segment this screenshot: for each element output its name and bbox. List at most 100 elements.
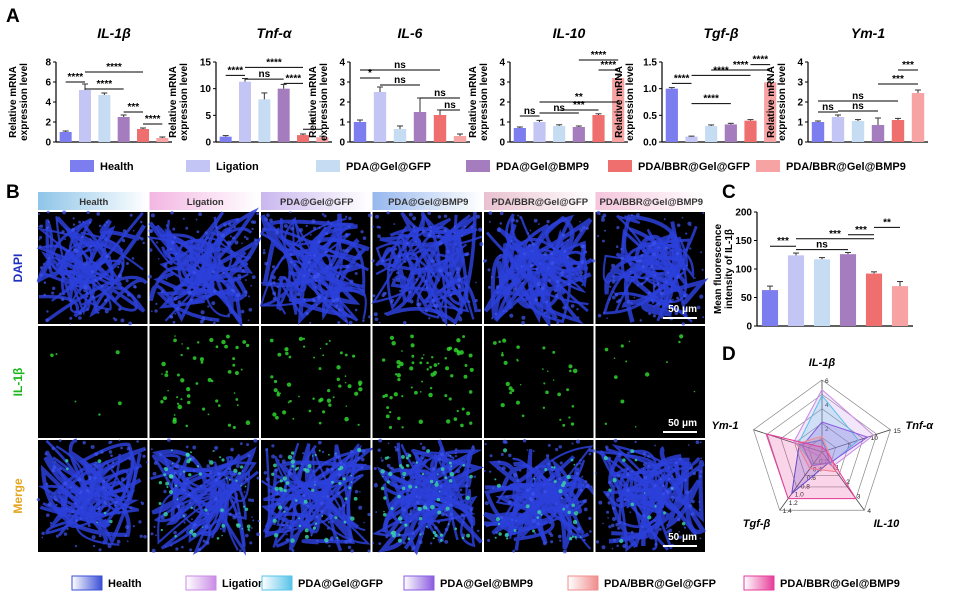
signal-dot — [302, 345, 306, 348]
radar-tick-label: 0.4 — [813, 467, 822, 474]
nucleus-dot — [540, 286, 545, 291]
nucleus-dot — [96, 465, 98, 468]
nucleus-dot — [375, 214, 380, 219]
signal-dot — [502, 448, 508, 453]
significance-label: **** — [228, 65, 244, 76]
nucleus-dot — [617, 526, 621, 530]
signal-dot — [295, 499, 298, 502]
legend-d-swatch-2 — [261, 575, 293, 591]
nucleus-dot — [602, 311, 606, 314]
nucleus-dot — [325, 232, 329, 236]
nucleus-dot — [557, 534, 562, 539]
signal-dot — [397, 494, 401, 499]
nucleus-dot — [609, 285, 612, 288]
nucleus-dot — [442, 319, 445, 322]
nucleus-dot — [679, 457, 682, 461]
nucleus-dot — [443, 214, 448, 218]
nucleus-dot — [209, 318, 212, 321]
y-tick-label: 2 — [339, 98, 345, 109]
radar-tick-label: 4 — [825, 402, 829, 409]
significance-label: ** — [575, 92, 583, 103]
nucleus-dot — [500, 515, 504, 519]
nucleus-dot — [230, 447, 234, 452]
nucleus-dot — [488, 211, 493, 215]
nucleus-dot — [465, 484, 469, 488]
nucleus-dot — [521, 315, 526, 320]
nucleus-dot — [418, 496, 422, 499]
signal-dot — [516, 359, 519, 362]
significance-label: *** — [902, 60, 914, 71]
significance-label: *** — [573, 100, 585, 111]
signal-dot — [453, 347, 459, 353]
nucleus-dot — [654, 542, 658, 546]
column-header-label: PDA/BBR@Gel@GFP — [491, 197, 588, 208]
nucleus-dot — [662, 492, 665, 496]
nucleus-dot — [250, 284, 253, 287]
signal-dot — [290, 538, 295, 543]
signal-dot — [462, 335, 466, 339]
nucleus-dot — [150, 310, 153, 313]
nucleus-dot — [320, 509, 324, 513]
nucleus-dot — [143, 534, 147, 539]
significance-label: *** — [855, 225, 867, 236]
signal-dot — [344, 497, 348, 501]
signal-dot — [314, 484, 316, 486]
signal-dot — [401, 395, 404, 398]
signal-dot — [519, 384, 522, 386]
nucleus-dot — [188, 501, 192, 505]
signal-dot — [542, 406, 546, 410]
nucleus-dot — [410, 520, 412, 523]
nucleus-dot — [102, 479, 106, 483]
signal-dot — [296, 467, 299, 470]
signal-dot — [174, 484, 178, 487]
nucleus-dot — [687, 444, 690, 446]
signal-dot — [608, 488, 612, 492]
bar-0 — [513, 128, 526, 142]
nucleus-dot — [263, 217, 269, 222]
signal-dot — [678, 340, 681, 344]
nucleus-dot — [287, 471, 292, 476]
nucleus-dot — [610, 523, 615, 528]
signal-dot — [186, 394, 191, 398]
y-tick-label: 2 — [499, 98, 505, 109]
significance-label: ns — [822, 102, 834, 113]
nucleus-dot — [293, 263, 296, 266]
radar-series-5 — [765, 433, 857, 500]
legend-swatch-0 — [70, 160, 94, 172]
significance-label: **** — [713, 65, 729, 76]
nucleus-dot — [528, 301, 532, 304]
signal-dot — [396, 373, 401, 378]
y-axis-label: intensity of IL-1β — [724, 229, 735, 309]
micrograph-cell — [371, 211, 484, 327]
nucleus-dot — [360, 230, 364, 234]
signal-dot — [409, 366, 414, 371]
signal-dot — [456, 351, 461, 356]
nucleus-dot — [46, 310, 49, 313]
signal-dot — [430, 372, 435, 377]
nucleus-dot — [78, 311, 82, 316]
nucleus-dot — [694, 277, 696, 279]
nucleus-dot — [480, 228, 482, 231]
nucleus-dot — [231, 289, 236, 293]
nucleus-dot — [605, 492, 611, 497]
radar-axis — [753, 429, 823, 453]
signal-dot — [350, 481, 353, 483]
radar-tick-label: 0.6 — [807, 475, 816, 482]
signal-dot — [291, 464, 295, 468]
legend-label-5: PDA/BBR@Gel@BMP9 — [786, 161, 906, 173]
signal-dot — [328, 339, 331, 342]
signal-dot — [619, 538, 624, 544]
nucleus-dot — [60, 297, 65, 302]
nucleus-dot — [275, 230, 280, 235]
radar-tick-label: 1.2 — [789, 500, 798, 507]
significance-label: ns — [394, 75, 406, 86]
signal-dot — [228, 478, 231, 481]
nucleus-dot — [654, 444, 657, 447]
bar-2 — [98, 95, 111, 142]
significance-label: **** — [266, 57, 282, 68]
nucleus-dot — [85, 307, 89, 311]
signal-dot — [302, 337, 306, 340]
nucleus-dot — [239, 442, 243, 446]
nucleus-dot — [88, 477, 92, 481]
nucleus-dot — [302, 452, 305, 455]
